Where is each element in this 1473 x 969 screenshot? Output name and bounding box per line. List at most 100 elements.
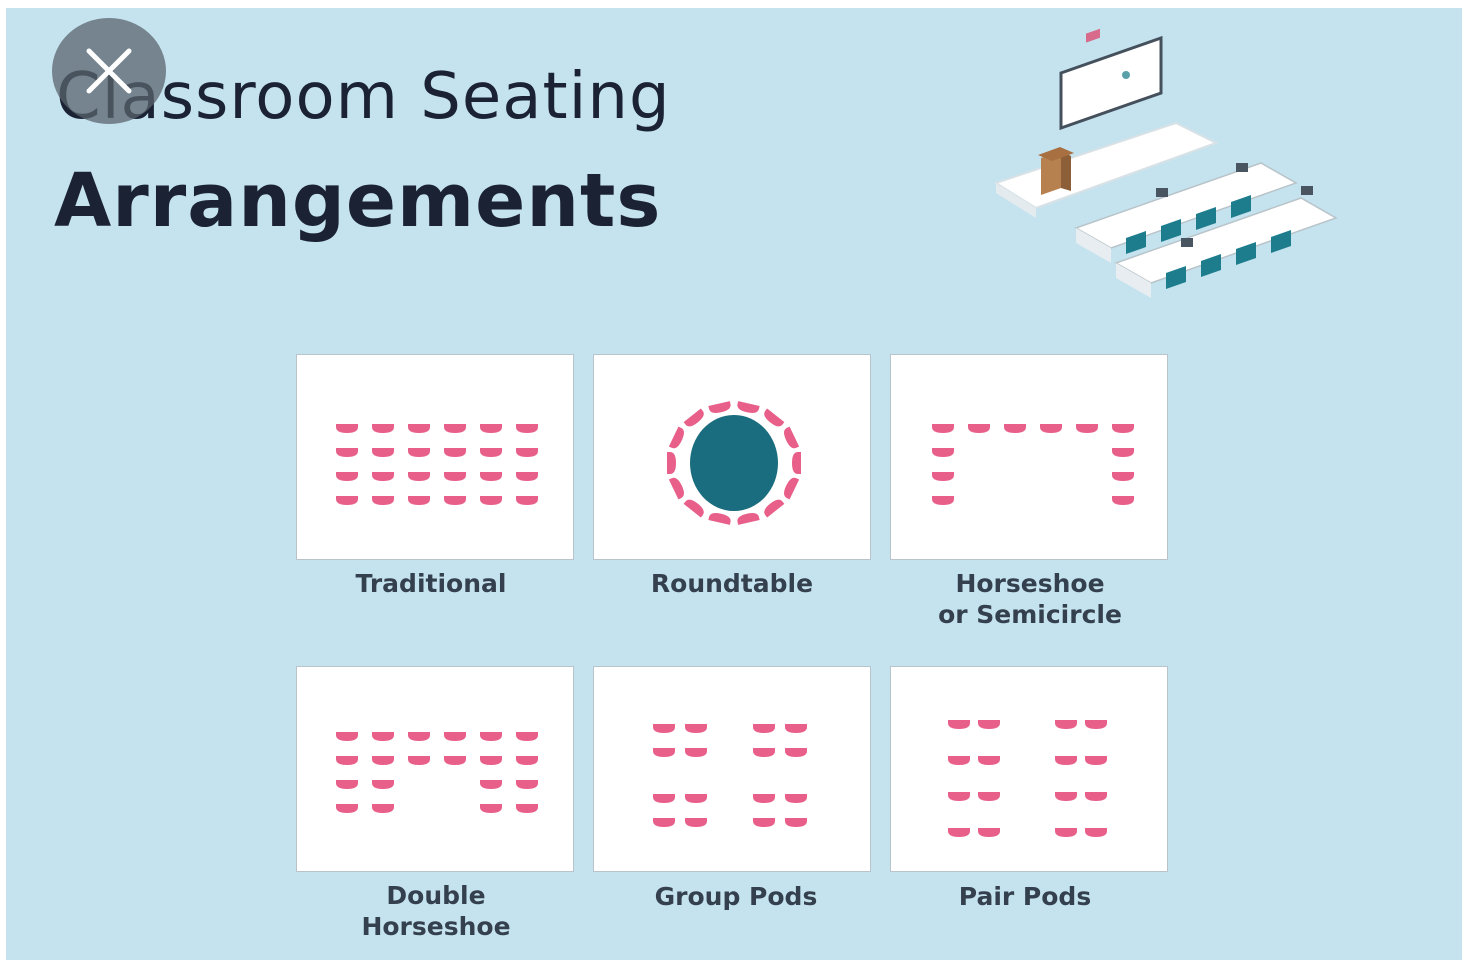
seat-icon xyxy=(932,496,954,505)
seat-icon xyxy=(408,472,430,481)
seat-icon xyxy=(444,424,466,433)
seat-icon xyxy=(708,512,731,525)
seat-icon xyxy=(516,448,538,457)
seat-icon xyxy=(444,448,466,457)
seat-icon xyxy=(444,472,466,481)
close-button[interactable] xyxy=(52,18,166,124)
label-traditional: Traditional xyxy=(355,569,507,598)
seat-icon xyxy=(683,499,704,518)
group-pods-diagram xyxy=(653,724,807,827)
seat-icon xyxy=(932,424,954,433)
seat-icon xyxy=(408,756,430,765)
label-group-pods: Group Pods xyxy=(654,882,818,911)
close-icon xyxy=(86,48,132,94)
label-horseshoe-line1: Horseshoe xyxy=(955,569,1105,598)
seat-icon xyxy=(785,794,807,803)
seat-icon xyxy=(784,477,800,500)
seat-icon xyxy=(516,732,538,741)
seat-icon xyxy=(785,818,807,827)
label-pair-pods: Pair Pods xyxy=(958,882,1092,911)
seat-icon xyxy=(516,756,538,765)
seat-icon xyxy=(336,496,358,505)
seat-icon xyxy=(372,496,394,505)
pair-pods-diagram xyxy=(948,720,1107,837)
infographic-frame: Classroom Seating Arrangements xyxy=(6,8,1462,960)
card-pair-pods[interactable] xyxy=(890,666,1168,872)
seat-icon xyxy=(978,720,1000,729)
seat-icon xyxy=(948,828,970,837)
seat-icon xyxy=(480,780,502,789)
seat-icon xyxy=(685,724,707,733)
seat-icon xyxy=(685,818,707,827)
label-double-horseshoe-line2: Horseshoe xyxy=(361,912,511,941)
card-horseshoe[interactable] xyxy=(890,354,1168,560)
seat-icon xyxy=(1076,424,1098,433)
seat-icon xyxy=(764,499,785,518)
seat-icon xyxy=(336,472,358,481)
label-horseshoe: Horseshoe or Semicircle xyxy=(880,568,1180,630)
seat-icon xyxy=(737,401,760,414)
seat-icon xyxy=(480,804,502,813)
seat-icon xyxy=(764,408,785,427)
seat-icon xyxy=(668,426,684,449)
seat-icon xyxy=(948,720,970,729)
seat-icon xyxy=(1085,756,1107,765)
seat-icon xyxy=(685,748,707,757)
seat-icon xyxy=(408,732,430,741)
seat-icon xyxy=(480,496,502,505)
seat-icon xyxy=(480,424,502,433)
seat-icon xyxy=(948,756,970,765)
seat-icon xyxy=(1112,424,1134,433)
card-group-pods[interactable] xyxy=(593,666,871,872)
seat-icon xyxy=(667,452,676,474)
desk-rows xyxy=(1074,162,1338,298)
seat-icon xyxy=(1112,472,1134,481)
seat-icon xyxy=(978,828,1000,837)
seat-icon xyxy=(516,424,538,433)
seat-icon xyxy=(683,408,704,427)
seat-icon xyxy=(336,804,358,813)
seat-icon xyxy=(1112,448,1134,457)
seat-icon xyxy=(1040,424,1062,433)
seat-icon xyxy=(480,472,502,481)
label-horseshoe-line2: or Semicircle xyxy=(938,600,1122,629)
seat-icon xyxy=(372,756,394,765)
seat-icon xyxy=(737,512,760,525)
title-line-2: Arrangements xyxy=(54,158,662,244)
seat-icon xyxy=(1085,828,1107,837)
seat-icon xyxy=(408,448,430,457)
seat-icon xyxy=(1055,828,1077,837)
seat-icon xyxy=(753,794,775,803)
card-roundtable[interactable] xyxy=(593,354,871,560)
seat-icon xyxy=(336,732,358,741)
seat-icon xyxy=(785,724,807,733)
seat-icon xyxy=(516,496,538,505)
seat-icon xyxy=(1055,792,1077,801)
seat-icon xyxy=(372,780,394,789)
seat-icon xyxy=(968,424,990,433)
seat-icon xyxy=(372,732,394,741)
seat-icon xyxy=(784,426,800,449)
seat-icon xyxy=(480,448,502,457)
seat-icon xyxy=(1055,756,1077,765)
seat-icon xyxy=(516,804,538,813)
card-traditional[interactable] xyxy=(296,354,574,560)
seat-icon xyxy=(1085,720,1107,729)
label-double-horseshoe: Double Horseshoe xyxy=(286,880,586,942)
horseshoe-diagram xyxy=(932,424,1134,505)
seat-icon xyxy=(336,424,358,433)
seat-icon xyxy=(444,756,466,765)
card-double-horseshoe[interactable] xyxy=(296,666,574,872)
seat-icon xyxy=(1085,792,1107,801)
seat-icon xyxy=(948,792,970,801)
seat-icon xyxy=(1004,424,1026,433)
seat-icon xyxy=(516,780,538,789)
seat-icon xyxy=(1112,496,1134,505)
seat-icon xyxy=(653,818,675,827)
seat-icon xyxy=(785,748,807,757)
double-horseshoe-diagram xyxy=(336,732,538,813)
label-double-horseshoe-line1: Double xyxy=(386,881,486,910)
seat-icon xyxy=(978,756,1000,765)
seat-icon xyxy=(1055,720,1077,729)
seat-icon xyxy=(372,804,394,813)
